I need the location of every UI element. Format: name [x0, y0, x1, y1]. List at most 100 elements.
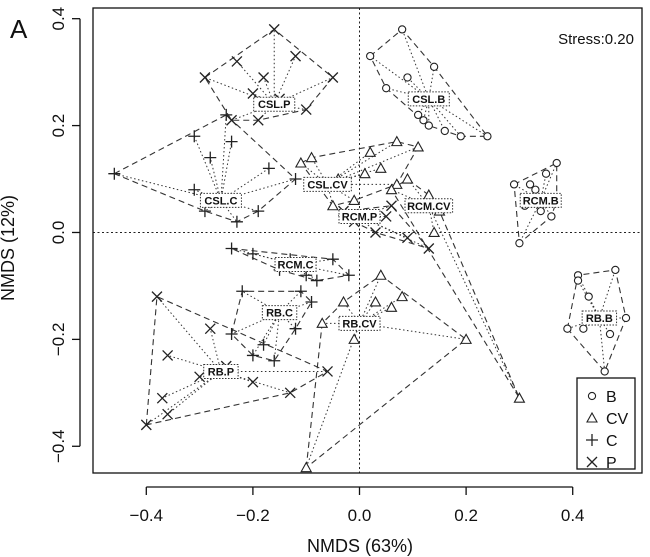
cross-marker: [194, 371, 206, 383]
y-tick-label: 0.0: [49, 221, 68, 245]
triangle-marker: [374, 162, 387, 173]
diamond-marker: [397, 25, 407, 34]
y-axis: −0.4 −0.2 0.0 0.2 0.4: [49, 7, 81, 463]
plus-marker: [305, 295, 318, 308]
hull-polygon: [369, 28, 489, 137]
diamond-marker: [536, 206, 545, 216]
legend: B CV CP: [576, 377, 636, 472]
legend-label: CV: [606, 411, 629, 428]
legend-entry: CV: [586, 411, 629, 428]
spider-line: [391, 189, 429, 207]
triangle-marker: [390, 178, 403, 189]
cross-marker: [252, 114, 264, 126]
legend-box: [576, 377, 636, 470]
spider-line: [273, 312, 281, 361]
diamond-marker: [403, 73, 412, 82]
spider-line: [209, 157, 222, 201]
triangle-marker: [369, 295, 382, 307]
diamond-marker: [605, 329, 615, 339]
triangle-marker: [412, 140, 425, 152]
plus-marker: [236, 285, 249, 298]
centroid-label-text: CSL.C: [204, 195, 237, 207]
diamond-marker: [429, 62, 439, 71]
plus-marker: [586, 434, 598, 446]
centroid-label: RCM.C: [274, 257, 317, 273]
spider-line: [204, 199, 222, 212]
spider-line: [167, 371, 222, 415]
plus-marker: [326, 253, 339, 266]
cross-marker: [156, 392, 168, 404]
spider-line: [209, 328, 222, 372]
spider-line: [540, 162, 558, 201]
cross-marker: [380, 210, 392, 222]
diamond-marker: [424, 121, 433, 130]
x-axis-label: NMDS (63%): [307, 536, 413, 556]
spider-line: [327, 141, 398, 185]
cross-marker: [247, 376, 259, 388]
y-tick-label: −0.2: [49, 323, 68, 357]
diamond-marker: [366, 51, 375, 61]
plus-marker: [188, 130, 201, 143]
centroid-label: RCM.CV: [404, 198, 454, 214]
plus-marker: [262, 162, 275, 175]
spider-line: [220, 167, 270, 201]
spider-line: [146, 371, 222, 426]
diamond-marker: [456, 132, 465, 141]
cross-marker: [386, 200, 397, 212]
spider-line: [162, 370, 222, 399]
centroid-label-text: RB.CV: [342, 318, 377, 330]
centroid-label-text: RB.C: [266, 308, 293, 320]
plus-marker: [342, 269, 355, 282]
centroid-label: CSL.B: [407, 91, 450, 107]
plus-marker: [252, 205, 265, 218]
diamond-marker: [483, 132, 492, 141]
cross-marker: [140, 419, 152, 431]
triangle-marker: [300, 461, 313, 473]
triangle-marker: [460, 333, 473, 344]
y-tick-label: 0.2: [49, 114, 68, 138]
cross-marker: [231, 55, 243, 67]
spider-line: [428, 205, 520, 399]
diamond-marker: [563, 324, 572, 333]
plus-marker: [268, 354, 281, 367]
hull-polygon: [230, 290, 313, 362]
triangle-marker: [396, 290, 409, 302]
spider-line: [236, 61, 275, 105]
triangle-marker: [390, 135, 403, 147]
y-tick-label: 0.4: [49, 7, 68, 31]
group-spider-lines: [114, 29, 627, 468]
triangle-marker: [337, 295, 350, 307]
triangle-marker: [513, 392, 526, 403]
cross-marker: [151, 291, 163, 303]
data-points: [108, 23, 631, 473]
diamond-marker: [573, 276, 583, 285]
centroid-label-text: RB.P: [208, 366, 234, 378]
diamond-marker: [552, 158, 561, 168]
triangle-marker: [586, 411, 598, 423]
legend-label: P: [606, 455, 617, 472]
diamond-marker: [382, 84, 391, 93]
plus-marker: [289, 322, 302, 335]
centroid-label-text: RCM.CV: [407, 201, 451, 213]
hull-polygon: [513, 162, 558, 245]
x-tick-label: 0.0: [348, 506, 372, 525]
diamond-marker: [419, 116, 428, 125]
cross-marker: [322, 365, 333, 377]
triangle-marker: [348, 333, 361, 344]
triangle-marker: [422, 188, 435, 200]
plus-marker: [188, 183, 201, 196]
cross-marker: [226, 114, 238, 126]
triangle-marker: [326, 199, 339, 211]
cross-marker: [327, 72, 339, 83]
plus-marker: [294, 285, 307, 298]
cross-marker: [247, 88, 259, 99]
x-tick-label: 0.4: [561, 506, 585, 525]
cross-marker: [284, 387, 296, 399]
cross-marker: [370, 227, 381, 238]
legend-entry: B: [587, 389, 617, 406]
cross-marker: [586, 456, 598, 468]
diamond-marker: [525, 180, 535, 189]
triangle-marker: [316, 317, 329, 328]
stress-annotation: Stress:0.20: [558, 31, 634, 48]
